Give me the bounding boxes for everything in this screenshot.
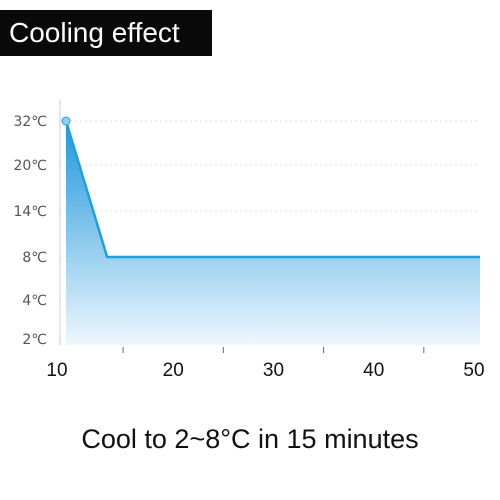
x-tick-label: 20 bbox=[163, 360, 184, 381]
chart-caption: Cool to 2~8°C in 15 minutes bbox=[81, 424, 419, 454]
area-series bbox=[61, 116, 480, 345]
y-tick-label: 14℃ bbox=[13, 204, 47, 220]
x-tick-label: 10 bbox=[46, 360, 67, 381]
y-tick-label: 8℃ bbox=[22, 250, 47, 266]
cooling-chart: 32℃ 20℃ 14℃ 8℃ 4℃ 2℃ 10 20 30 40 50 bbox=[13, 100, 485, 381]
data-point bbox=[61, 116, 71, 126]
chart-title: Cooling effect bbox=[0, 10, 212, 56]
y-tick-label: 4℃ bbox=[22, 293, 47, 309]
series-line bbox=[64, 120, 480, 259]
x-tick-label: 30 bbox=[263, 360, 284, 381]
y-axis-ticks: 32℃ 20℃ 14℃ 8℃ 4℃ 2℃ bbox=[13, 114, 47, 348]
area-fill bbox=[66, 121, 480, 345]
x-axis-ticks: 10 20 30 40 50 bbox=[46, 347, 485, 381]
x-tick-label: 40 bbox=[363, 360, 384, 381]
y-tick-label: 2℃ bbox=[22, 332, 47, 348]
x-tick-label: 50 bbox=[463, 360, 484, 381]
y-tick-label: 32℃ bbox=[13, 114, 47, 130]
y-tick-label: 20℃ bbox=[13, 158, 47, 174]
